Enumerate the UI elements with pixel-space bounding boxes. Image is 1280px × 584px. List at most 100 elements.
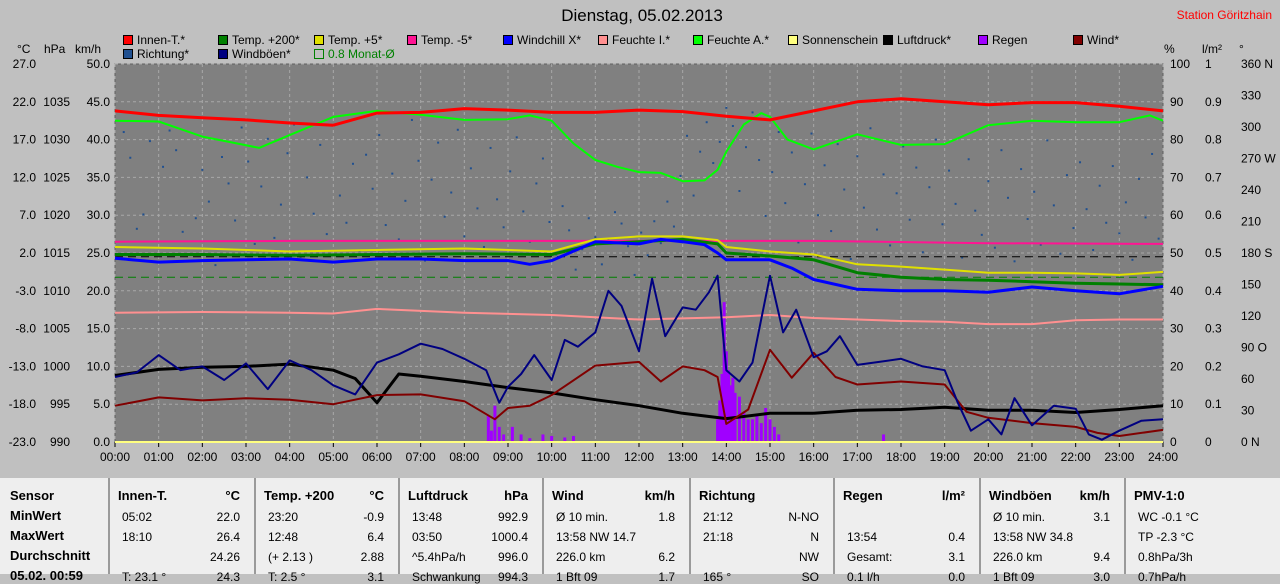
- pct-tick-label: 40: [1170, 284, 1184, 298]
- hpa-tick-label: 1000: [43, 359, 70, 373]
- cell-label: 13:48: [412, 510, 443, 524]
- direction-point: [725, 106, 728, 109]
- rain-bar: [764, 407, 768, 442]
- direction-point: [875, 228, 878, 231]
- direction-point: [993, 246, 996, 249]
- c-tick-label: 12.0: [13, 170, 37, 184]
- x-tick-label: 01:00: [144, 450, 174, 464]
- rain-bar: [751, 419, 755, 442]
- direction-point: [797, 241, 800, 244]
- pct-tick-label: 60: [1170, 208, 1184, 222]
- cell-label: Ø 10 min.: [556, 510, 609, 524]
- direction-point: [351, 162, 354, 165]
- direction-point: [672, 225, 675, 228]
- direction-point: [502, 226, 505, 229]
- direction-point: [836, 143, 839, 146]
- direction-point: [410, 118, 413, 121]
- x-tick-label: 05:00: [318, 450, 348, 464]
- direction-point: [397, 238, 400, 241]
- direction-point: [469, 167, 472, 170]
- axis-label-hpa: hPa: [44, 42, 66, 56]
- direction-point: [240, 126, 243, 129]
- legend-swatch: [598, 35, 608, 45]
- direction-point: [594, 236, 597, 239]
- legend-swatch: [407, 35, 417, 45]
- chart-title: Dienstag, 05.02.2013: [561, 6, 723, 25]
- direction-point: [417, 159, 420, 162]
- rain-bar: [737, 396, 741, 442]
- x-tick-label: 17:00: [842, 450, 872, 464]
- column-unit: hPa: [504, 488, 528, 503]
- rain-bar: [777, 434, 781, 442]
- direction-point: [1000, 149, 1003, 152]
- direction-point: [862, 206, 865, 209]
- direction-point: [954, 202, 957, 205]
- plot-area: 00:00 01:00 02:00 03:00 04:00 05:00 06:00 07:00…: [9, 57, 1277, 464]
- x-tick-label: 23:00: [1104, 450, 1134, 464]
- direction-point: [646, 254, 649, 257]
- cell-value: 1.8: [658, 510, 675, 524]
- x-tick-label: 19:00: [930, 450, 960, 464]
- direction-point: [948, 169, 951, 172]
- direction-point: [443, 215, 446, 218]
- direction-point: [620, 222, 623, 225]
- cell-value: 3.1: [1093, 510, 1110, 524]
- hpa-tick-label: 1020: [43, 208, 70, 222]
- direction-point: [856, 155, 859, 158]
- cell-value: 0.0: [948, 570, 965, 584]
- legend-swatch: [218, 35, 228, 45]
- direction-point: [751, 111, 754, 114]
- pct-tick-label: 50: [1170, 246, 1184, 260]
- deg-tick-label: 270 W: [1241, 152, 1276, 166]
- direction-point: [142, 213, 145, 216]
- legend-swatch: [123, 49, 133, 59]
- legend-swatch: [218, 49, 228, 59]
- rain-bar: [489, 430, 493, 442]
- deg-tick-label: 0 N: [1241, 435, 1260, 449]
- cell-label: T: 23.1 °: [122, 570, 167, 584]
- column-unit: km/h: [644, 488, 675, 503]
- direction-point: [214, 264, 217, 267]
- c-tick-label: 27.0: [13, 57, 37, 71]
- c-tick-label: -3.0: [15, 284, 36, 298]
- cell-label: 13:58 NW 14.7: [556, 530, 637, 544]
- direction-point: [312, 212, 315, 215]
- legend-swatch: [693, 35, 703, 45]
- cell-label: Ø 10 min.: [993, 510, 1046, 524]
- direction-point: [1013, 260, 1016, 263]
- pct-tick-label: 0: [1170, 435, 1177, 449]
- table-column: Regen l/m² 13:54 0.4 Gesamt: 3.1 0.1 l/h 0.0: [833, 478, 979, 584]
- row-label: Sensor: [10, 488, 55, 503]
- cell-label: 0.8hPa/3h: [1138, 550, 1193, 564]
- c-tick-label: 17.0: [13, 133, 37, 147]
- direction-point: [882, 173, 885, 176]
- cell-value: -0.9: [363, 510, 384, 524]
- c-tick-label: 2.0: [19, 246, 36, 260]
- x-tick-label: 24:00: [1148, 450, 1178, 464]
- cell-label: 1 Bft 09: [556, 570, 598, 584]
- cell-label: 23:20: [268, 510, 299, 524]
- direction-point: [1098, 184, 1101, 187]
- rain-bar: [759, 423, 763, 442]
- rain-bar: [519, 434, 523, 442]
- direction-point: [1151, 152, 1154, 155]
- rain-bar: [742, 411, 746, 442]
- column-unit: l/m²: [941, 488, 965, 503]
- rain-bar: [731, 377, 735, 442]
- direction-point: [1144, 216, 1147, 219]
- weather-chart: Dienstag, 05.02.2013 Station Göritzhain …: [9, 6, 1277, 464]
- direction-point: [1124, 201, 1127, 204]
- direction-point: [162, 165, 165, 168]
- cell-label: (+ 2.13 ): [268, 550, 314, 564]
- table-column: Temp. +200 °C 23:20 -0.9 12:48 6.4 (+ 2.13 ) 2.…: [254, 478, 398, 584]
- deg-tick-label: 30: [1241, 404, 1255, 418]
- legend-label: Temp. +200*: [232, 33, 300, 47]
- direction-point: [456, 128, 459, 131]
- lm2-tick-label: 0.7: [1205, 170, 1222, 184]
- cell-value: 996.0: [497, 550, 528, 564]
- direction-point: [1137, 177, 1140, 180]
- deg-tick-label: 330: [1241, 89, 1261, 103]
- direction-point: [830, 230, 833, 233]
- column-header: Temp. +200: [264, 488, 335, 503]
- x-tick-label: 14:00: [711, 450, 741, 464]
